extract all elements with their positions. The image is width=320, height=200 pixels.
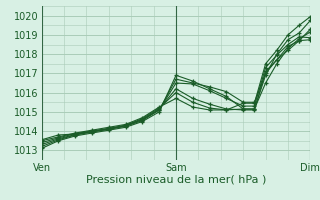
X-axis label: Pression niveau de la mer( hPa ): Pression niveau de la mer( hPa ) (86, 174, 266, 184)
